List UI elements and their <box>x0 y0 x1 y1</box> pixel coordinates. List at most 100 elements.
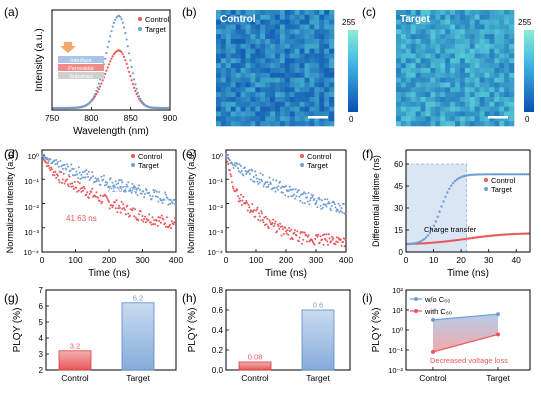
map-cell <box>284 72 291 78</box>
map-cell <box>415 97 421 103</box>
map-cell <box>255 29 261 35</box>
map-cell <box>415 116 421 122</box>
decay-point <box>132 186 135 189</box>
inset-label-substrate: Substrate <box>69 74 93 80</box>
map-cell <box>255 106 261 112</box>
map-cell <box>216 43 222 49</box>
decay-point <box>144 193 146 195</box>
decay-point <box>149 221 152 224</box>
decay-point <box>302 192 305 195</box>
map-cell <box>279 43 286 49</box>
map-cell <box>494 34 500 40</box>
map-cell <box>445 48 451 54</box>
map-cell <box>314 116 320 122</box>
map-cell <box>319 101 325 107</box>
map-cell <box>250 19 256 25</box>
map-cell <box>484 116 490 122</box>
map-cell <box>440 87 446 93</box>
map-cell <box>410 121 416 127</box>
decay-point <box>339 210 342 212</box>
decay-point <box>261 180 263 182</box>
lifetime-point <box>459 176 462 179</box>
map-cell <box>235 82 241 88</box>
map-cell <box>230 106 236 112</box>
charge-transfer-annotation: Charge transfer <box>424 225 477 234</box>
decay-point <box>169 202 172 205</box>
decay-point <box>99 183 102 186</box>
lifetime-point <box>463 237 466 241</box>
lifetime-point <box>465 237 468 240</box>
decay-point <box>97 196 100 199</box>
map-cell <box>265 53 271 59</box>
map-cell <box>455 14 461 20</box>
map-cell <box>455 111 461 117</box>
spectrum-point <box>125 38 128 41</box>
map-cell <box>489 58 495 64</box>
decay-point <box>339 238 342 241</box>
map-cell <box>299 82 305 88</box>
decay-point <box>94 177 97 180</box>
decay-point <box>75 170 78 173</box>
decay-point <box>117 182 120 185</box>
map-cell <box>455 53 461 59</box>
decay-point <box>283 186 286 188</box>
lifetime-point <box>442 240 445 243</box>
map-cell <box>304 34 310 40</box>
y-tick-label: 15 <box>394 226 403 235</box>
decay-point <box>144 221 147 224</box>
lifetime-point <box>527 173 530 176</box>
decay-point <box>341 211 344 214</box>
decay-point <box>115 183 118 186</box>
x-tick-label: 850 <box>124 113 138 123</box>
map-cell <box>405 39 412 45</box>
map-cell <box>289 14 295 20</box>
map-cell <box>294 34 300 40</box>
map-cell <box>494 68 500 74</box>
spectrum-point <box>124 59 127 62</box>
map-cell <box>430 116 436 122</box>
map-cell <box>299 101 305 107</box>
map-cell <box>279 19 286 25</box>
map-cell <box>410 10 416 16</box>
map-cell <box>440 101 446 107</box>
y-tick-label: 3 <box>39 350 44 359</box>
lifetime-point <box>415 241 418 245</box>
map-cell <box>225 92 232 98</box>
map-cell <box>474 43 480 49</box>
map-cell <box>240 121 246 127</box>
map-cell <box>489 48 495 54</box>
lifetime-point <box>453 179 457 183</box>
map-cell <box>469 29 475 35</box>
decay-point <box>226 160 229 163</box>
map-cell <box>270 68 276 74</box>
decay-point <box>317 233 320 236</box>
map-cell <box>494 58 500 64</box>
map-cell <box>484 39 490 45</box>
map-cell <box>455 48 461 54</box>
map-cell <box>275 48 281 54</box>
decay-point <box>240 204 243 206</box>
map-cell <box>405 48 412 54</box>
series-point <box>431 349 435 354</box>
decay-point <box>172 223 175 226</box>
map-cell <box>494 63 500 69</box>
map-cell <box>450 68 456 74</box>
decay-point <box>82 171 84 174</box>
map-cell <box>504 92 510 98</box>
map-cell <box>260 63 266 69</box>
map-cell <box>275 10 281 16</box>
map-cell <box>450 77 456 83</box>
map-cell <box>469 116 475 122</box>
map-cell <box>240 53 246 59</box>
decay-point <box>87 170 90 173</box>
map-cell <box>400 121 407 127</box>
decay-point <box>137 187 140 190</box>
lifetime-point <box>477 236 480 239</box>
map-cell <box>494 92 500 98</box>
map-cell <box>255 77 261 83</box>
map-cell <box>225 48 232 54</box>
decay-point <box>61 181 64 184</box>
lifetime-point <box>426 241 430 245</box>
map-cell <box>430 53 436 59</box>
decay-point <box>255 177 258 180</box>
